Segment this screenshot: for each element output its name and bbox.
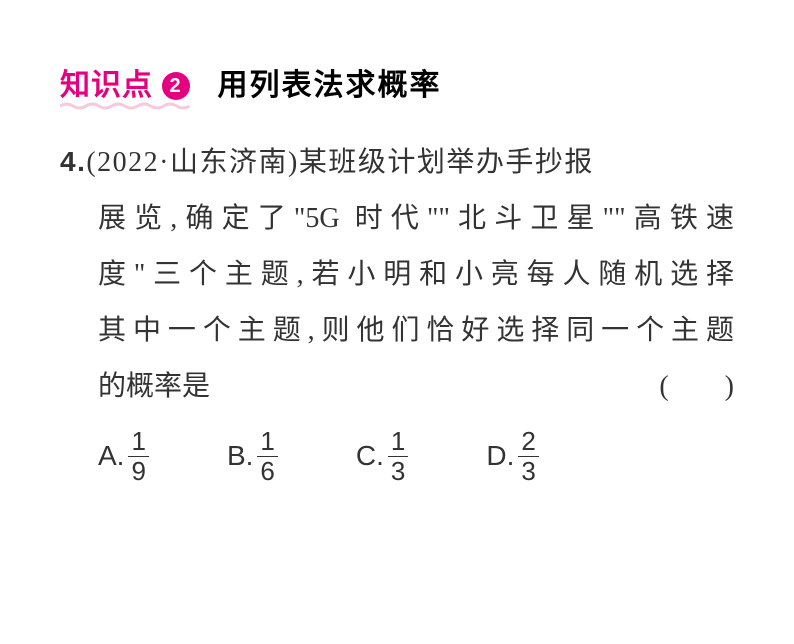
option-d-num: 2 — [518, 427, 538, 456]
option-a-den: 9 — [128, 456, 148, 486]
option-c: C. 1 3 — [356, 427, 408, 485]
option-c-num: 1 — [388, 427, 408, 456]
question-line1-rest: 某班级计划举办手抄报 — [299, 147, 594, 178]
option-d: D. 2 3 — [486, 427, 538, 485]
wavy-underline-icon — [60, 102, 190, 110]
question-line-5-wrap: 的概率是 ( ) — [60, 359, 734, 415]
option-a: A. 1 9 — [98, 427, 149, 485]
option-b-num: 1 — [257, 427, 277, 456]
knowledge-point-header: 知识点 2 用列表法求概率 — [60, 60, 734, 110]
knowledge-label: 知识点 — [60, 69, 153, 102]
option-d-letter: D. — [486, 428, 514, 484]
option-a-num: 1 — [128, 427, 148, 456]
question-text: 4.(2022·山东济南)某班级计划举办手抄报 展览,确定了"5G 时代""北斗… — [60, 134, 734, 415]
option-b-den: 6 — [257, 456, 277, 486]
option-a-fraction: 1 9 — [128, 427, 148, 485]
answer-blank: ( ) — [659, 359, 734, 415]
option-c-fraction: 1 3 — [388, 427, 408, 485]
question-line-2: 展览,确定了"5G 时代""北斗卫星""高铁速 — [60, 191, 734, 247]
option-b: B. 1 6 — [227, 427, 278, 485]
question-block: 4.(2022·山东济南)某班级计划举办手抄报 展览,确定了"5G 时代""北斗… — [60, 134, 734, 485]
option-d-den: 3 — [518, 456, 538, 486]
question-line-5: 的概率是 — [98, 359, 210, 415]
option-b-letter: B. — [227, 428, 253, 484]
option-b-fraction: 1 6 — [257, 427, 277, 485]
question-line-3: 度"三个主题,若小明和小亮每人随机选择 — [60, 247, 734, 303]
option-c-letter: C. — [356, 428, 384, 484]
question-line-1: 4.(2022·山东济南)某班级计划举办手抄报 — [60, 134, 734, 191]
knowledge-label-wrap: 知识点 2 — [60, 60, 190, 110]
question-source: (2022·山东济南) — [86, 147, 298, 178]
option-d-fraction: 2 3 — [518, 427, 538, 485]
options-row: A. 1 9 B. 1 6 C. 1 3 D. 2 3 — [60, 427, 734, 485]
section-title: 用列表法求概率 — [218, 60, 442, 104]
option-a-letter: A. — [98, 428, 124, 484]
question-number: 4. — [60, 146, 86, 177]
badge-number: 2 — [162, 72, 190, 100]
option-c-den: 3 — [388, 456, 408, 486]
question-line-4: 其中一个主题,则他们恰好选择同一个主题 — [60, 303, 734, 359]
